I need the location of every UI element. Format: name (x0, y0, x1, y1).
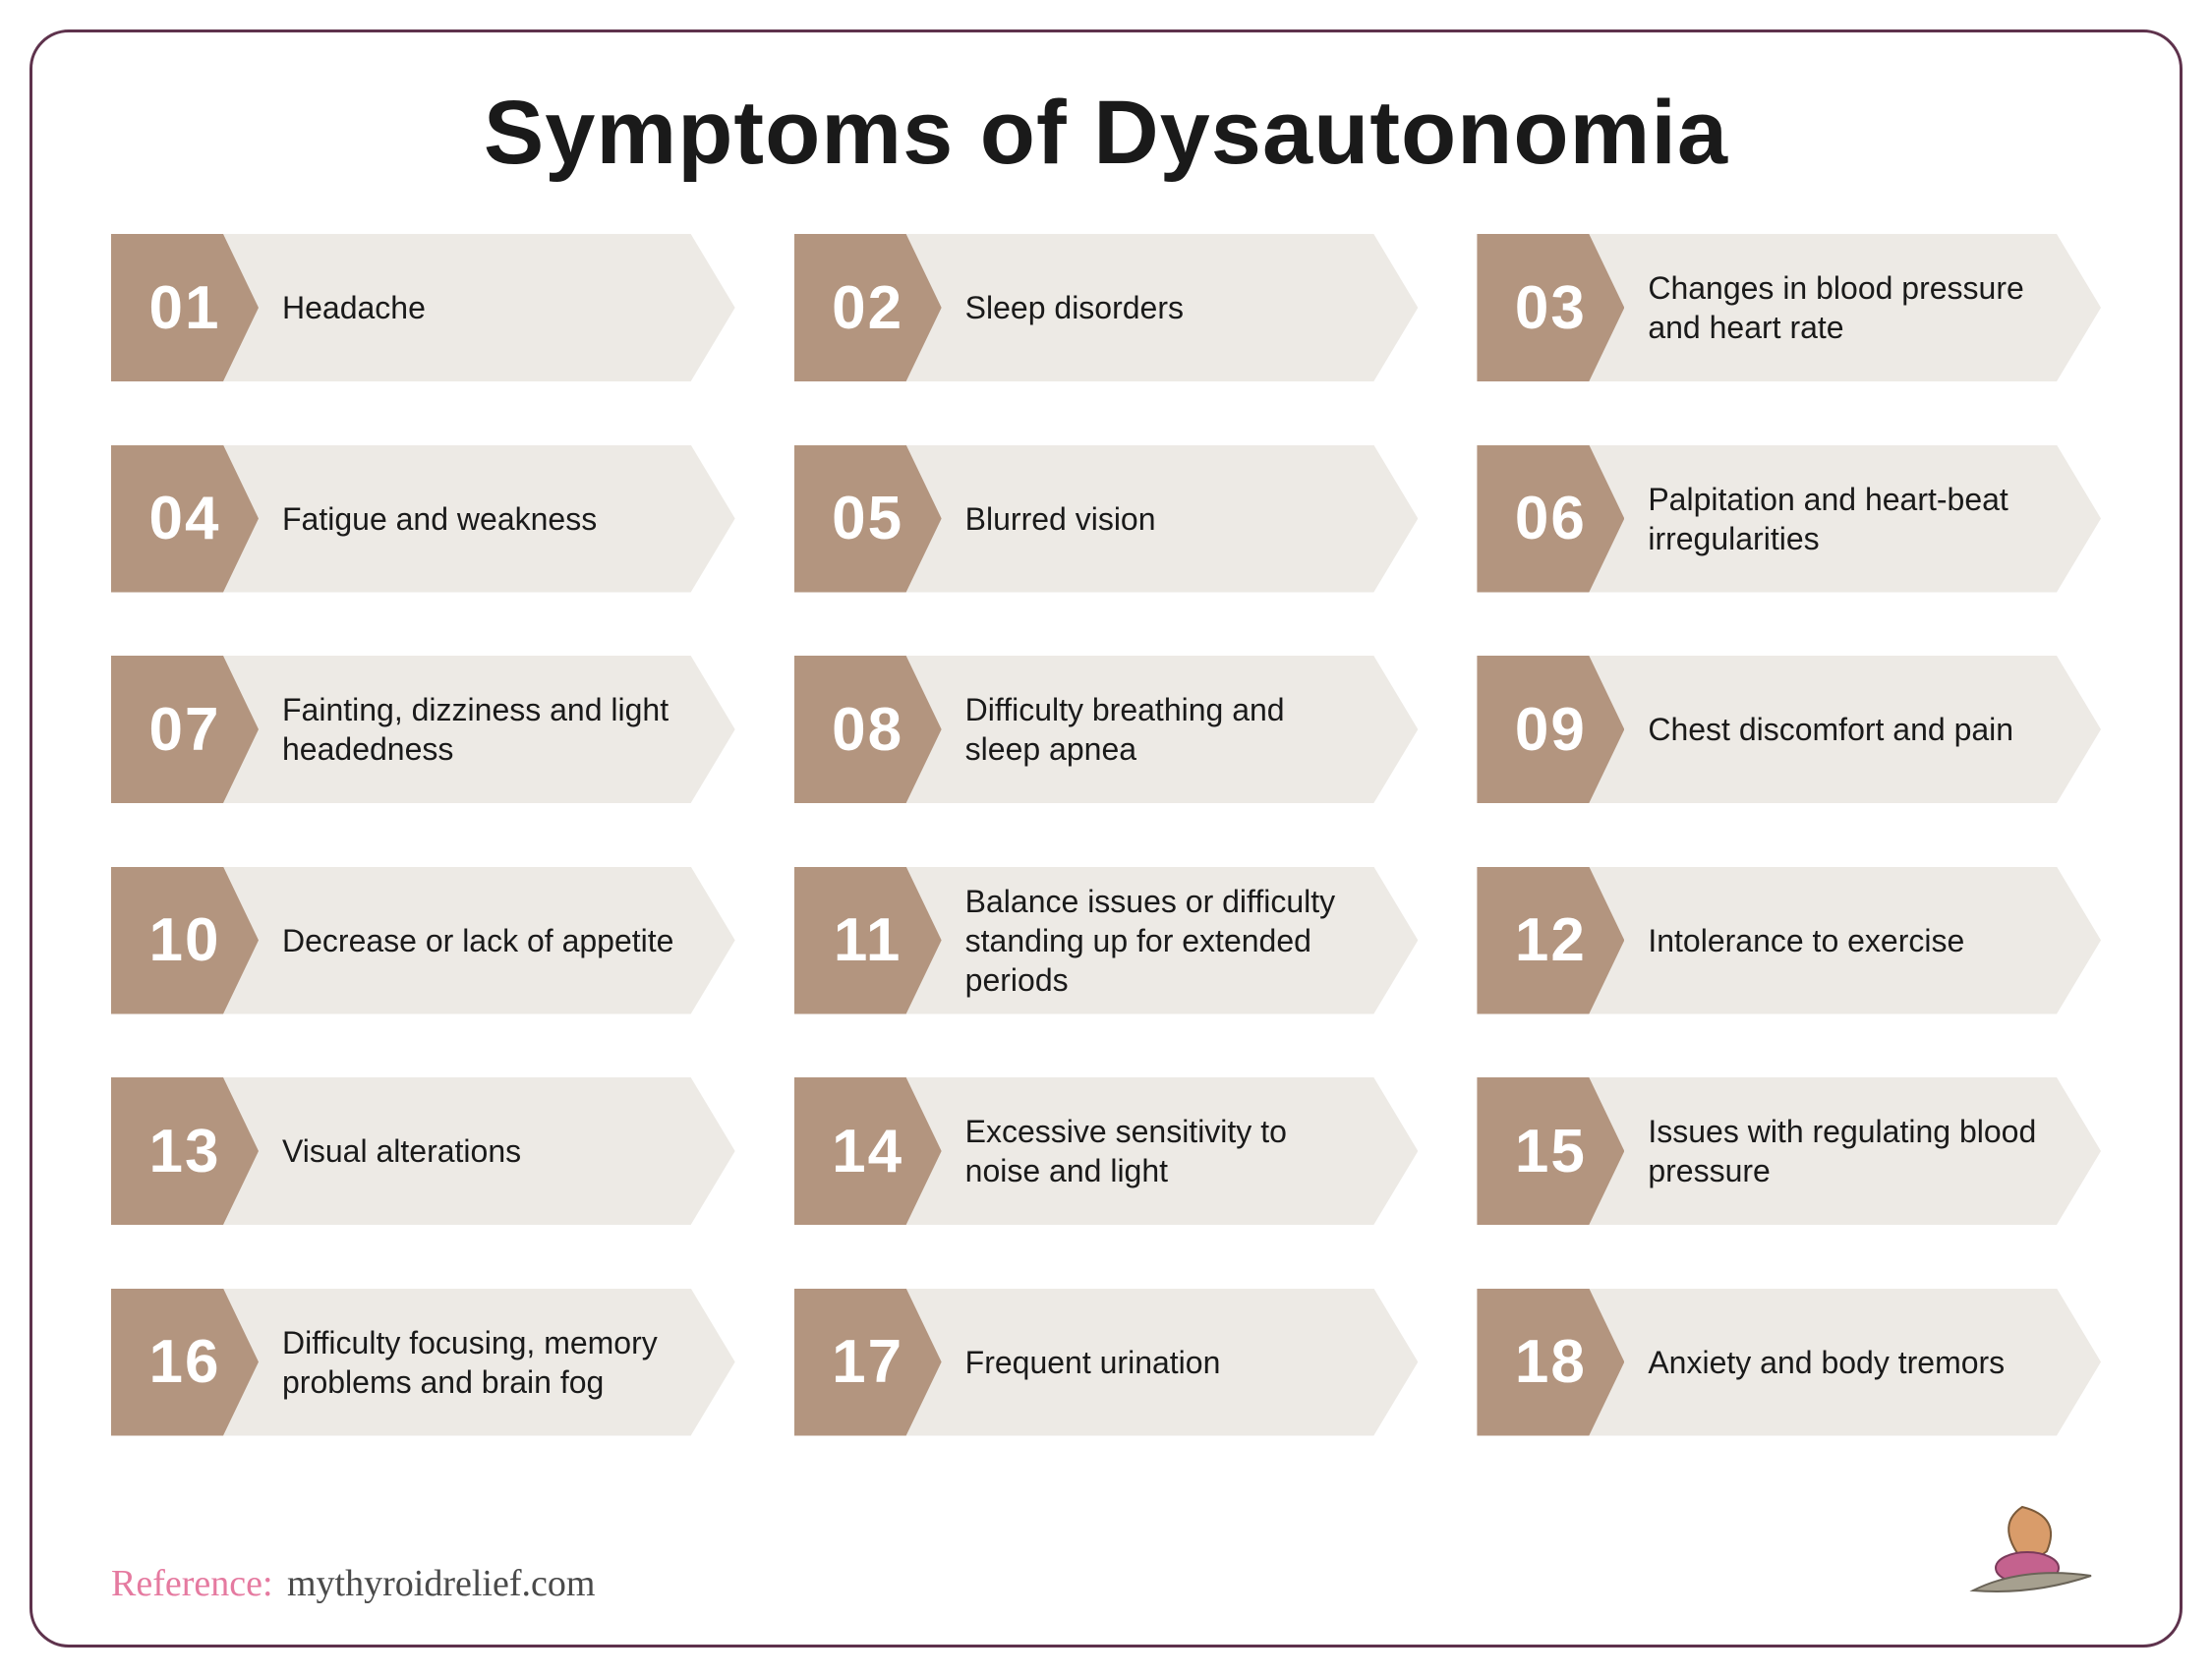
symptom-number-block: 17 (794, 1289, 942, 1436)
symptom-number: 06 (1515, 484, 1587, 553)
symptom-number-block: 16 (111, 1289, 259, 1436)
symptom-number-block: 08 (794, 656, 942, 803)
symptom-card: 02 Sleep disorders (794, 234, 1419, 381)
symptom-card: 11 Balance issues or difficulty standing … (794, 867, 1419, 1014)
symptom-card: 12 Intolerance to exercise (1477, 867, 2101, 1014)
symptom-number-block: 09 (1477, 656, 1624, 803)
symptom-card: 07 Fainting, dizziness and light headedne… (111, 656, 735, 803)
symptom-label: Visual alterations (249, 1131, 735, 1171)
symptom-number-block: 07 (111, 656, 259, 803)
symptom-card: 13 Visual alterations (111, 1077, 735, 1225)
page-title: Symptoms of Dysautonomia (111, 82, 2101, 185)
symptom-label: Fatigue and weakness (249, 499, 735, 539)
symptom-label: Fainting, dizziness and light headedness (249, 690, 735, 769)
symptom-number-block: 06 (1477, 445, 1624, 593)
symptom-number: 01 (149, 273, 221, 343)
symptom-label: Excessive sensitivity to noise and light (932, 1112, 1419, 1190)
symptom-card: 09 Chest discomfort and pain (1477, 656, 2101, 803)
symptom-number: 17 (832, 1327, 903, 1397)
symptom-number: 03 (1515, 273, 1587, 343)
symptom-card: 01 Headache (111, 234, 735, 381)
symptom-label: Issues with regulating blood pressure (1614, 1112, 2101, 1190)
footer: Reference: mythyroidrelief.com (111, 1497, 2101, 1605)
symptom-number: 16 (149, 1327, 221, 1397)
symptom-label: Difficulty breathing and sleep apnea (932, 690, 1419, 769)
symptom-number: 12 (1515, 905, 1587, 975)
symptom-card: 05 Blurred vision (794, 445, 1419, 593)
symptom-card: 06 Palpitation and heart-beat irregularit… (1477, 445, 2101, 593)
symptom-label: Headache (249, 288, 735, 327)
symptom-label: Anxiety and body tremors (1614, 1343, 2101, 1382)
symptom-label: Intolerance to exercise (1614, 921, 2101, 960)
symptom-number-block: 18 (1477, 1289, 1624, 1436)
symptom-number-block: 04 (111, 445, 259, 593)
symptom-card: 08 Difficulty breathing and sleep apnea (794, 656, 1419, 803)
symptom-card: 15 Issues with regulating blood pressure (1477, 1077, 2101, 1225)
symptom-label: Difficulty focusing, memory problems and… (249, 1323, 735, 1402)
symptom-number: 02 (832, 273, 903, 343)
symptom-number: 14 (832, 1117, 903, 1186)
symptom-label: Blurred vision (932, 499, 1419, 539)
symptom-number: 09 (1515, 695, 1587, 765)
reference-label: Reference: (111, 1563, 273, 1604)
symptom-number-block: 05 (794, 445, 942, 593)
symptom-card: 18 Anxiety and body tremors (1477, 1289, 2101, 1436)
symptom-number: 11 (834, 905, 902, 975)
symptom-card: 10 Decrease or lack of appetite (111, 867, 735, 1014)
symptom-label: Decrease or lack of appetite (249, 921, 735, 960)
symptom-number: 18 (1515, 1327, 1587, 1397)
symptom-label: Chest discomfort and pain (1614, 710, 2101, 749)
symptom-grid: 01 Headache 02 Sleep disorders 03 Changes in … (111, 234, 2101, 1458)
symptom-number-block: 11 (794, 867, 942, 1014)
symptom-number: 10 (149, 905, 221, 975)
symptom-card: 04 Fatigue and weakness (111, 445, 735, 593)
symptom-number-block: 02 (794, 234, 942, 381)
symptom-number-block: 14 (794, 1077, 942, 1225)
symptom-number: 05 (832, 484, 903, 553)
symptom-number: 04 (149, 484, 221, 553)
brand-logo-icon (1953, 1497, 2101, 1605)
symptom-card: 17 Frequent urination (794, 1289, 1419, 1436)
symptom-number-block: 01 (111, 234, 259, 381)
symptom-number: 08 (832, 695, 903, 765)
symptom-label: Palpitation and heart-beat irregularitie… (1614, 480, 2101, 558)
symptom-number: 15 (1515, 1117, 1587, 1186)
reference-url: mythyroidrelief.com (287, 1563, 595, 1604)
symptom-card: 14 Excessive sensitivity to noise and lig… (794, 1077, 1419, 1225)
symptom-number: 13 (149, 1117, 221, 1186)
symptom-number-block: 03 (1477, 234, 1624, 381)
symptom-card: 16 Difficulty focusing, memory problems a… (111, 1289, 735, 1436)
symptom-number-block: 15 (1477, 1077, 1624, 1225)
symptom-number-block: 13 (111, 1077, 259, 1225)
symptom-number-block: 10 (111, 867, 259, 1014)
symptom-card: 03 Changes in blood pressure and heart ra… (1477, 234, 2101, 381)
symptom-number: 07 (149, 695, 221, 765)
symptom-label: Balance issues or difficulty standing up… (932, 882, 1419, 1000)
symptom-label: Frequent urination (932, 1343, 1419, 1382)
reference: Reference: mythyroidrelief.com (111, 1562, 595, 1605)
infographic-frame: Symptoms of Dysautonomia 01 Headache 02 Sle… (29, 29, 2183, 1648)
symptom-label: Sleep disorders (932, 288, 1419, 327)
symptom-number-block: 12 (1477, 867, 1624, 1014)
symptom-label: Changes in blood pressure and heart rate (1614, 268, 2101, 347)
